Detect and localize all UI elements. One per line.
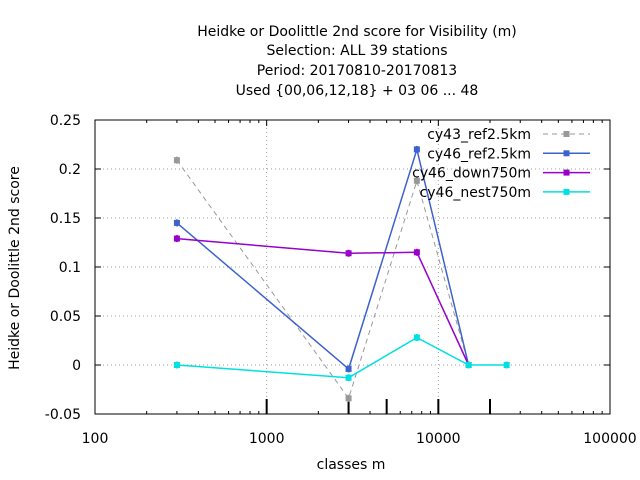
series-point — [173, 362, 180, 368]
series-line-0 — [176, 159, 470, 400]
y-tick-label: 0.25 — [50, 113, 81, 129]
x-axis-label: classes m — [317, 457, 386, 473]
y-tick-label: 0.2 — [59, 162, 81, 178]
series-point — [413, 146, 420, 153]
grid — [95, 120, 610, 414]
legend-label: cy46_ref2.5km — [427, 146, 531, 162]
y-tick-label: -0.05 — [45, 407, 81, 423]
chart-title-line-1: Heidke or Doolittle 2nd score for Visibi… — [197, 24, 517, 40]
y-tick-label: 0 — [72, 358, 81, 374]
y-tick-label: 0.05 — [50, 309, 81, 325]
class-markers — [265, 399, 492, 414]
x-tick-label: 10000 — [416, 431, 461, 447]
x-tick-label: 1000 — [249, 431, 285, 447]
legend-label: cy46_nest750m — [420, 185, 531, 201]
series-point — [413, 334, 420, 341]
legend-label: cy43_ref2.5km — [427, 127, 531, 143]
legend-swatch-marker — [563, 169, 570, 176]
x-axis: 100 1000 10000 100000 — [82, 120, 637, 447]
series-group — [173, 145, 510, 402]
series-point — [413, 249, 420, 256]
plot-frame — [94, 119, 611, 415]
series-line-3 — [176, 336, 507, 379]
chart-title-line-3: Period: 20170810-20170813 — [257, 63, 457, 79]
legend-label: cy46_down750m — [412, 166, 531, 182]
series-point — [345, 374, 352, 381]
y-axis-label: Heidke or Doolittle 2nd score — [7, 166, 23, 370]
series-point — [413, 177, 420, 184]
series-line-1 — [176, 146, 470, 371]
series-point — [345, 250, 352, 257]
y-tick-label: 0.15 — [50, 211, 81, 227]
series-point — [465, 362, 472, 368]
chart-title: Heidke or Doolittle 2nd score for Visibi… — [197, 24, 517, 99]
series-point — [345, 395, 352, 402]
series-line-2 — [176, 237, 470, 366]
series-point — [503, 362, 510, 368]
x-tick-label: 100000 — [583, 431, 636, 447]
series-point — [173, 235, 180, 242]
series-point — [173, 157, 180, 164]
legend: cy43_ref2.5km cy46_ref2.5km cy46_down750mc… — [412, 127, 590, 201]
y-tick-label: 0.1 — [59, 260, 81, 276]
legend-swatch-marker — [563, 131, 570, 137]
legend-swatch-marker — [563, 150, 570, 157]
chart-title-line-4: Used {00,06,12,18} + 03 06 ... 48 — [236, 83, 479, 99]
chart-title-line-2: Selection: ALL 39 stations — [266, 43, 447, 59]
x-tick-label: 100 — [82, 431, 109, 447]
series-point — [345, 365, 352, 372]
y-axis: -0.05 0 0.05 0.1 0.15 0.2 0.25 — [45, 113, 610, 423]
series-point — [173, 219, 180, 226]
legend-swatch-marker — [563, 188, 570, 195]
